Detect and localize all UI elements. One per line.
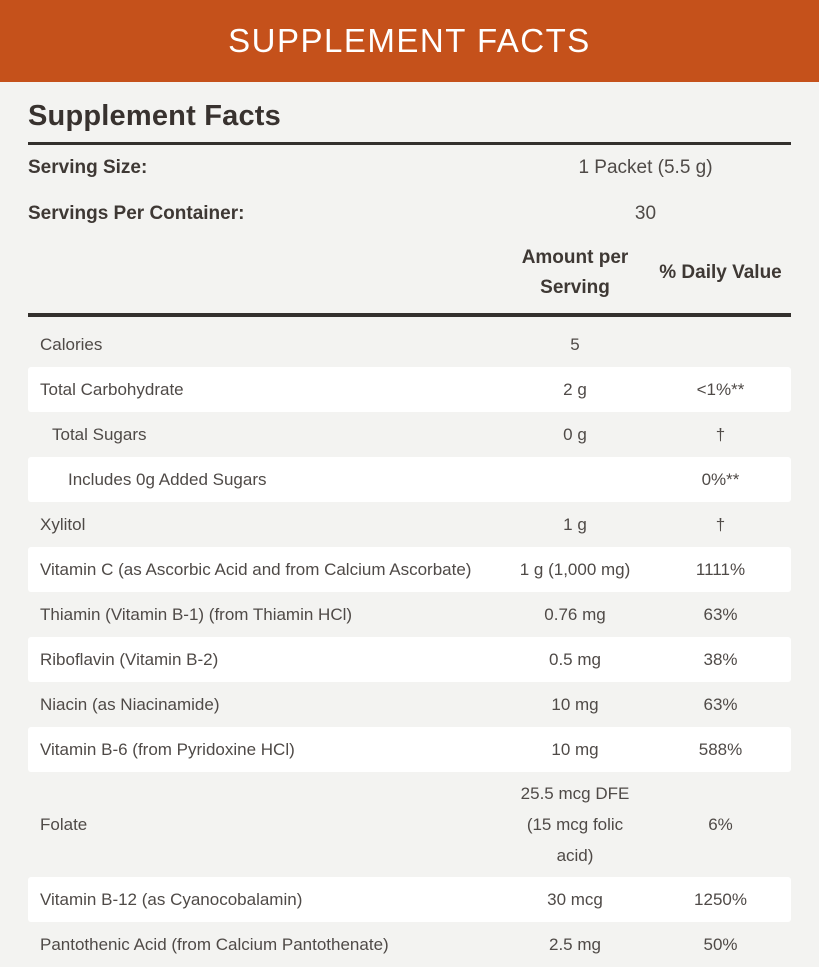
column-header-row: Amount per Serving % Daily Value xyxy=(28,237,791,313)
nutrient-amount: 0.76 mg xyxy=(544,605,606,624)
nutrient-name: Xylitol xyxy=(40,514,86,534)
nutrient-amount: 25.5 mcg DFE (15 mcg folic acid) xyxy=(520,784,630,865)
banner: SUPPLEMENT FACTS xyxy=(0,0,819,82)
nutrient-amount: 2 g xyxy=(563,380,587,399)
nutrient-daily-value: 50% xyxy=(703,934,738,954)
nutrient-daily-value: 38% xyxy=(703,649,738,669)
table-row: Vitamin B-12 (as Cyanocobalamin) 30 mcg … xyxy=(28,877,791,922)
facts-table: Calories 5 Total Carbohydrate 2 g <1%** … xyxy=(28,322,791,967)
table-row: Xylitol 1 g † xyxy=(28,502,791,547)
nutrient-daily-value: 1250% xyxy=(694,889,747,909)
panel-title: Supplement Facts xyxy=(28,100,281,132)
nutrient-amount: 0 g xyxy=(563,425,587,444)
serving-size-label: Serving Size: xyxy=(28,157,148,178)
table-row: Thiamin (Vitamin B-1) (from Thiamin HCl)… xyxy=(28,592,791,637)
nutrient-name: Riboflavin (Vitamin B-2) xyxy=(40,649,219,669)
title-divider xyxy=(28,142,791,145)
table-row: Riboflavin (Vitamin B-2) 0.5 mg 38% xyxy=(28,637,791,682)
daily-value-column-header: % Daily Value xyxy=(659,262,782,283)
nutrient-amount: 5 xyxy=(570,335,580,354)
nutrient-name: Vitamin B-6 (from Pyridoxine HCl) xyxy=(40,739,295,759)
table-row: Total Sugars 0 g † xyxy=(28,412,791,457)
nutrient-name: Folate xyxy=(40,814,88,834)
nutrient-name: Pantothenic Acid (from Calcium Pantothen… xyxy=(40,934,389,954)
table-row: Niacin (as Niacinamide) 10 mg 63% xyxy=(28,682,791,727)
table-row: Calories 5 xyxy=(28,322,791,367)
nutrient-name: Total Sugars xyxy=(52,424,147,444)
servings-per-container-value: 30 xyxy=(634,203,657,224)
nutrient-daily-value: 63% xyxy=(703,694,738,714)
nutrient-amount: 10 mg xyxy=(551,740,599,759)
nutrient-amount: 2.5 mg xyxy=(549,935,601,954)
serving-size-value: 1 Packet (5.5 g) xyxy=(578,157,713,178)
table-divider xyxy=(28,313,791,317)
servings-per-container-label: Servings Per Container: xyxy=(28,203,245,224)
table-row: Vitamin B-6 (from Pyridoxine HCl) 10 mg … xyxy=(28,727,791,772)
servings-per-container-row: Servings Per Container: 30 xyxy=(28,191,791,237)
nutrient-daily-value: 6% xyxy=(708,814,733,834)
nutrient-daily-value: 588% xyxy=(698,739,743,759)
nutrient-name: Calories xyxy=(40,334,103,354)
nutrient-amount: 10 mg xyxy=(551,695,599,714)
nutrient-daily-value: † xyxy=(715,424,726,444)
amount-column-header: Amount per Serving xyxy=(521,247,629,298)
table-row: Total Carbohydrate 2 g <1%** xyxy=(28,367,791,412)
table-row: Pantothenic Acid (from Calcium Pantothen… xyxy=(28,922,791,967)
nutrient-name: Total Carbohydrate xyxy=(40,379,184,399)
table-row: Vitamin C (as Ascorbic Acid and from Cal… xyxy=(28,547,791,592)
nutrient-name: Niacin (as Niacinamide) xyxy=(40,694,220,714)
nutrient-name: Includes 0g Added Sugars xyxy=(68,469,267,489)
nutrient-name: Vitamin B-12 (as Cyanocobalamin) xyxy=(40,889,303,909)
banner-title: SUPPLEMENT FACTS xyxy=(228,22,591,59)
nutrient-name: Thiamin (Vitamin B-1) (from Thiamin HCl) xyxy=(40,604,353,624)
supplement-facts-panel: Supplement Facts Serving Size: 1 Packet … xyxy=(28,100,791,967)
nutrient-daily-value: 63% xyxy=(703,604,738,624)
nutrient-amount: 30 mcg xyxy=(547,890,603,909)
nutrient-amount: 1 g (1,000 mg) xyxy=(519,560,631,579)
table-row: Folate 25.5 mcg DFE (15 mcg folic acid) … xyxy=(28,772,791,877)
nutrient-amount: 1 g xyxy=(563,515,587,534)
serving-size-row: Serving Size: 1 Packet (5.5 g) xyxy=(28,145,791,191)
nutrient-daily-value: <1%** xyxy=(696,379,745,399)
nutrient-name: Vitamin C (as Ascorbic Acid and from Cal… xyxy=(40,559,472,579)
nutrient-amount xyxy=(500,458,650,501)
nutrient-daily-value: † xyxy=(715,514,726,534)
table-row: Includes 0g Added Sugars 0%** xyxy=(28,457,791,502)
nutrient-daily-value: 0%** xyxy=(701,469,740,489)
nutrient-amount: 0.5 mg xyxy=(549,650,601,669)
nutrient-daily-value: 1111% xyxy=(695,559,746,579)
